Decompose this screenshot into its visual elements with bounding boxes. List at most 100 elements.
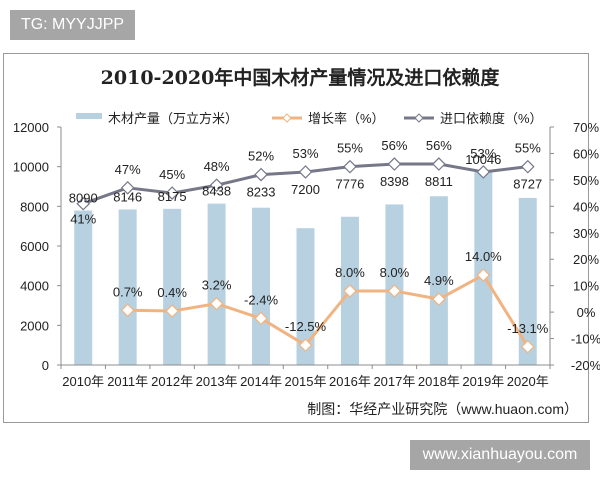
growth-rate-label: 4.9% — [424, 273, 454, 288]
import-dependency-label: 41% — [70, 212, 96, 227]
left-tick-label: 2000 — [20, 318, 49, 333]
right-tick-label: 60% — [573, 146, 599, 161]
bar — [296, 228, 315, 365]
import-dependency-marker — [76, 196, 91, 211]
bar-value-label: 8175 — [158, 189, 187, 204]
import-dependency-marker — [120, 180, 135, 195]
bar — [429, 196, 448, 365]
bar-value-label: 8811 — [425, 174, 453, 189]
bar-value-label: 8090 — [69, 191, 98, 206]
growth-rate-label: 8.0% — [335, 265, 365, 280]
legend-marker-dependency — [414, 113, 424, 123]
axes: 0 2000 4000 6000 8000 10000 12000 -20% -10% 0% 10%… — [13, 120, 600, 389]
legend-label-dependency: 进口依赖度（%） — [440, 111, 543, 126]
growth-rate-marker — [120, 303, 135, 318]
bar — [118, 209, 137, 365]
import-dependency-marker — [520, 159, 535, 174]
growth-rate-marker — [476, 268, 491, 282]
right-tick-label: 40% — [573, 199, 599, 214]
growth-rate-label: 0.4% — [157, 285, 187, 300]
growth-rate-marker — [432, 292, 446, 307]
legend-label-growth: 增长率（%） — [308, 111, 385, 126]
x-tick-label: 2017年 — [373, 374, 415, 389]
bar — [207, 203, 226, 365]
bar-value-label: 8398 — [380, 174, 409, 189]
legend: 木材产量（万立方米） 增长率（%） 进口依赖度（%） — [76, 111, 543, 126]
growth-rate-marker — [520, 339, 535, 354]
import-dependency-marker — [387, 157, 402, 171]
import-dependency-label: 56% — [426, 138, 452, 153]
right-tick-label: 10% — [573, 279, 599, 294]
bar-value-label: 10046 — [465, 152, 501, 167]
growth-rate-label: -2.4% — [244, 292, 278, 307]
chart-title: 2010-2020年中国木材产量情况及进口依赖度 — [101, 66, 501, 89]
legend-swatch-bar — [76, 113, 102, 119]
import-dependency-marker — [209, 178, 224, 193]
growth-rate-marker — [254, 311, 268, 326]
growth-rate-label: 3.2% — [202, 278, 232, 293]
import-dependency-marker — [432, 157, 446, 171]
right-tick-label: 70% — [573, 120, 599, 135]
growth-rate-label: 0.7% — [113, 284, 143, 299]
left-tick-label: 8000 — [20, 199, 49, 214]
import-dependency-label: 45% — [159, 167, 185, 182]
left-tick-label: 10000 — [13, 160, 49, 175]
x-tick-label: 2012年 — [151, 374, 193, 389]
import-dependency-marker — [254, 167, 268, 182]
bar-value-label: 8233 — [247, 185, 276, 200]
x-tick-label: 2010年 — [62, 374, 104, 389]
growth-rate-marker — [165, 304, 179, 318]
growth-rate-label: 8.0% — [380, 265, 410, 280]
import-dependency-label: 47% — [115, 162, 141, 177]
data-labels: 8090 8146 8175 8438 8233 7200 7776 8398 8811 1004… — [69, 138, 549, 336]
legend-marker-growth — [282, 113, 292, 123]
x-tick-label: 2015年 — [285, 374, 327, 389]
import-dependency-label: 55% — [515, 141, 541, 156]
growth-rate-marker — [343, 284, 357, 298]
bar — [518, 197, 537, 365]
import-dependency-marker — [165, 186, 179, 200]
growth-rate-label: -13.1% — [507, 321, 549, 336]
right-tick-label: 30% — [573, 226, 599, 241]
import-dependency-label: 53% — [292, 146, 318, 161]
bar-value-label: 7200 — [291, 182, 320, 197]
right-tick-label: 0% — [577, 305, 596, 320]
bar-value-label: 7776 — [335, 177, 364, 192]
right-tick-label: 50% — [573, 173, 599, 188]
growth-rate-marker — [298, 338, 313, 353]
line-series — [76, 157, 535, 354]
left-tick-label: 0 — [42, 358, 49, 373]
x-tick-label: 2016年 — [329, 374, 371, 389]
left-tick-label: 4000 — [20, 279, 49, 294]
import-dependency-marker — [343, 159, 357, 174]
x-tick-label: 2020年 — [507, 374, 549, 389]
growth-rate-label: -12.5% — [285, 319, 327, 334]
watermark-bottom: www.xianhuayou.com — [410, 440, 590, 470]
import-dependency-label: 52% — [248, 149, 274, 164]
left-tick-label: 12000 — [13, 120, 49, 135]
right-tick-label: -20% — [571, 358, 600, 373]
source-credit: 制图：华经产业研究院（www.huaon.com） — [307, 401, 578, 417]
watermark-top: TG: MYYJJPP — [10, 10, 135, 40]
bar — [163, 208, 182, 365]
bar — [74, 210, 93, 365]
import-dependency-label: 48% — [204, 159, 230, 174]
import-dependency-marker — [476, 165, 491, 179]
right-tick-label: -10% — [571, 332, 600, 347]
x-tick-label: 2018年 — [418, 374, 460, 389]
import-dependency-label: 56% — [381, 138, 407, 153]
bar-value-label: 8727 — [513, 177, 542, 192]
left-tick-label: 6000 — [20, 239, 49, 254]
x-tick-label: 2013年 — [196, 374, 238, 389]
import-dependency-label: 55% — [337, 141, 363, 156]
growth-rate-label: 14.0% — [465, 249, 502, 264]
x-tick-label: 2019年 — [462, 374, 504, 389]
bar-value-label: 8438 — [202, 184, 231, 199]
x-tick-label: 2011年 — [107, 374, 148, 389]
bar-series — [74, 171, 537, 365]
bar — [252, 207, 271, 365]
x-tick-label: 2014年 — [240, 374, 282, 389]
right-tick-label: 20% — [573, 252, 599, 267]
bar-value-label: 8146 — [113, 189, 142, 204]
